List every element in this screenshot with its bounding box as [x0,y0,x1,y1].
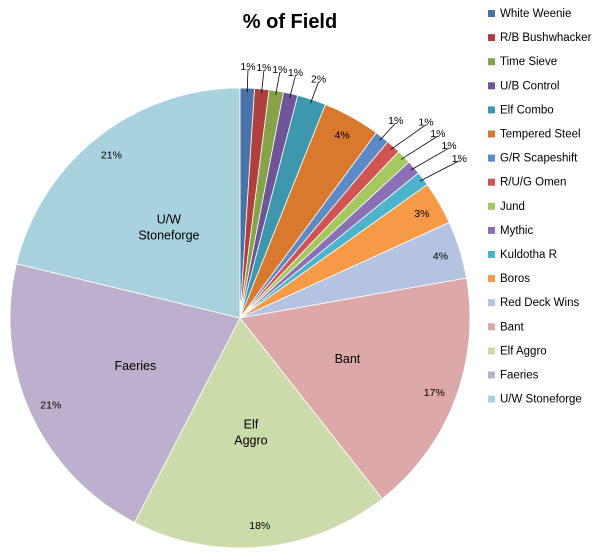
slice-label-u-w-stoneforge: U/W Stoneforge [138,213,199,243]
legend-item-faeries: Faeries [488,370,539,382]
legend-label: G/R Scapeshift [500,153,578,165]
legend-label: Elf Aggro [500,345,547,357]
pct-label-u-b-control: 1% [288,67,303,79]
pct-label-elf-aggro: 18% [249,520,270,532]
pct-label-kuldotha-r: 1% [452,153,467,165]
leader-line-elf-combo [310,81,320,104]
slice-name-labels: Bant Elf Aggro Faeries U/W Stoneforge [115,213,361,448]
legend-label: Faeries [500,370,539,382]
chart-title: % of Field [243,11,337,33]
legend-swatch [488,395,495,403]
legend-swatch [488,299,495,307]
slice-faeries [9,263,241,523]
legend: White Weenie R/B Bushwhacker Time Sieve U/B… [488,8,592,406]
legend-swatch [488,10,495,17]
legend-item-mythic: Mythic [488,225,533,237]
legend-item-elf-aggro: Elf Aggro [488,345,547,357]
pct-label-r-b-bushwhacker: 1% [256,62,271,74]
legend-item-u-b-control: U/B Control [488,80,559,92]
legend-item-tempered-steel: Tempered Steel [488,129,581,141]
pct-label-elf-combo: 2% [311,74,326,86]
legend-label: Tempered Steel [500,129,581,141]
legend-label: White Weenie [500,8,571,20]
legend-swatch [488,178,495,186]
leader-line-white-weenie [246,69,249,93]
pct-label-white-weenie: 1% [240,61,255,73]
legend-label: U/B Control [500,80,559,92]
leader-line-u-b-control [289,75,296,98]
legend-label: Red Deck Wins [500,297,579,309]
legend-swatch [488,251,495,258]
legend-label: U/W Stoneforge [500,394,582,406]
pct-label-red-deck-wins: 4% [433,251,448,263]
slice-label-elf-aggro: Elf Aggro [234,417,267,447]
legend-label: Jund [500,201,525,213]
leader-lines [246,69,460,182]
legend-label: R/U/G Omen [500,177,566,189]
legend-item-boros: Boros [488,273,530,285]
legend-item-g-r-scapeshift: G/R Scapeshift [488,153,578,165]
legend-item-white-weenie: White Weenie [488,8,571,20]
legend-swatch [488,275,495,283]
legend-item-time-sieve: Time Sieve [488,56,557,68]
leader-line-time-sieve [275,72,281,95]
legend-swatch [488,82,495,90]
legend-item-kuldotha-r: Kuldotha R [488,249,557,261]
legend-swatch [488,202,495,210]
legend-swatch [488,347,495,355]
slice-bant [239,277,471,500]
percent-labels: 1% 1% 1% 1%2%4%1% 1%1%1%1%3%4%17%18%21%21% [40,61,467,532]
legend-swatch [488,58,495,66]
legend-item-elf-combo: Elf Combo [488,104,554,116]
pct-label-boros: 3% [414,208,429,220]
pct-label-g-r-scapeshift: 1% [388,115,403,127]
leader-line-jund [400,135,439,160]
pie-slices [9,87,471,549]
pct-label-r-u-g-omen: 1% [418,117,433,129]
slice-label-faeries: Faeries [115,359,157,373]
legend-label: Elf Combo [500,104,554,116]
legend-label: R/B Bushwhacker [500,32,592,44]
slice-elf-aggro [134,317,383,549]
pct-label-mythic: 1% [441,140,456,152]
legend-item-r-b-bushwhacker: R/B Bushwhacker [488,32,592,44]
leader-line-r-u-g-omen [390,124,427,150]
pct-label-bant: 17% [424,387,445,399]
legend-label: Time Sieve [500,56,557,68]
legend-label: Kuldotha R [500,249,557,261]
slice-u-w-stoneforge [15,87,241,319]
legend-swatch [488,226,495,234]
legend-swatch [488,34,495,42]
legend-label: Boros [500,273,530,285]
legend-item-jund: Jund [488,201,525,213]
leader-line-r-b-bushwhacker [261,70,265,94]
leader-line-mythic [410,147,450,171]
pct-label-faeries: 21% [40,399,61,411]
leader-line-kuldotha-r [419,160,460,182]
legend-label: Mythic [500,225,533,237]
legend-item-u-w-stoneforge: U/W Stoneforge [488,394,582,406]
legend-item-red-deck-wins: Red Deck Wins [488,297,579,309]
pct-label-u-w-stoneforge: 21% [101,150,122,162]
legend-swatch [488,154,495,162]
legend-item-r-u-g-omen: R/U/G Omen [488,177,566,189]
legend-item-bant: Bant [488,321,524,333]
legend-swatch [488,323,495,331]
pct-label-tempered-steel: 4% [335,129,350,141]
slice-label-bant: Bant [335,352,361,366]
legend-swatch [488,106,495,114]
legend-label: Bant [500,321,524,333]
leader-line-g-r-scapeshift [379,122,397,141]
pct-label-jund: 1% [430,128,445,140]
pct-label-time-sieve: 1% [272,64,287,76]
legend-swatch [488,371,495,379]
legend-swatch [488,130,495,138]
